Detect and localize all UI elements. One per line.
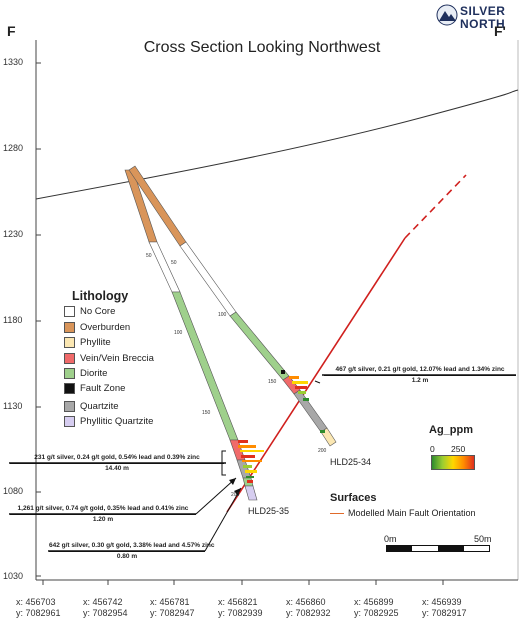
elevation-tick-label: 1330: [3, 57, 24, 67]
depth-label-34-150: 150: [268, 379, 277, 385]
leader-hld34-hook: [314, 380, 321, 384]
surfaces-legend-title: Surfaces: [330, 492, 377, 504]
elevation-tick-label: 1030: [3, 571, 24, 581]
assay-annotation-hld34: 467 g/t silver, 0.21 g/t gold, 12.07% le…: [324, 366, 516, 385]
elevation-tick-label: 1080: [3, 486, 24, 496]
scale-label-zero: 0m: [384, 534, 397, 544]
depth-label-34-100: 100: [218, 312, 227, 318]
ag-ppm-legend-min: 0: [430, 444, 435, 454]
topography-surface-line: [35, 89, 519, 200]
depth-label-35-100: 100: [174, 330, 183, 336]
leader-1261-arrow: [195, 477, 237, 515]
coord-label: x: 456781 y: 7082947: [150, 597, 195, 618]
elevation-tick-label: 1130: [3, 401, 23, 411]
ag-ppm-color-ramp: [431, 455, 475, 470]
elevation-tick-label: 1180: [3, 315, 23, 325]
elevation-tick-label: 1230: [3, 229, 24, 239]
coord-label: x: 456899 y: 7082925: [354, 597, 399, 618]
coord-tick-marks: [42, 580, 444, 585]
ag-ppm-legend-title: Ag_ppm: [429, 424, 473, 436]
ag-ppm-legend-max: 250: [451, 444, 466, 454]
drillhole-label-hld25-35: HLD25-35: [248, 506, 290, 516]
lithology-legend-title: Lithology: [72, 289, 129, 303]
section-label-right: F': [494, 23, 506, 39]
depth-label-34-200: 200: [318, 448, 327, 454]
fault-line-dashed: [404, 174, 467, 239]
section-label-left: F: [7, 23, 16, 39]
surfaces-legend-item: Modelled Main Fault Orientation: [330, 508, 476, 518]
silver-north-logo: SILVER NORTH: [436, 2, 522, 38]
drillhole-hld25-35: [124, 169, 264, 501]
drillhole-label-hld25-34: HLD25-34: [330, 457, 372, 467]
coord-label: x: 456742 y: 7082954: [83, 597, 128, 618]
coord-label: x: 456860 y: 7082932: [286, 597, 331, 618]
logo-word-silver: SILVER: [460, 4, 506, 18]
scale-bar: [386, 545, 490, 552]
elevation-tick-marks: [36, 62, 41, 577]
assay-annotation-231: 231 g/t silver, 0.24 g/t gold, 0.54% lea…: [10, 454, 224, 473]
leader-642-arrow: [204, 487, 242, 552]
fault-line-solid: [226, 237, 406, 513]
logo-word-north: NORTH: [460, 17, 506, 31]
depth-label-35-50: 50: [146, 253, 152, 259]
logo-mountain-icon: [436, 4, 458, 26]
drillhole-hld25-34: [128, 165, 337, 447]
coord-label: x: 456821 y: 7082939: [218, 597, 263, 618]
figure-title: Cross Section Looking Northwest: [143, 39, 381, 56]
assay-annotation-1261: 1,261 g/t silver, 0.74 g/t gold, 0.35% l…: [10, 505, 196, 524]
coord-label: x: 456939 y: 7082917: [422, 597, 467, 618]
depth-label-35-150: 150: [202, 410, 211, 416]
leader-1261-arrowhead: [229, 478, 236, 485]
depth-label-34-50: 50: [171, 260, 177, 266]
leader-642-arrowhead: [234, 488, 241, 496]
scale-bar-blocks: [386, 545, 464, 552]
scale-label-end: 50m: [474, 534, 492, 544]
assay-annotation-642: 642 g/t silver, 0.30 g/t gold, 3.38% lea…: [49, 542, 215, 560]
coord-label: x: 456703 y: 7082961: [16, 597, 61, 618]
depth-label-35-200: 200: [231, 492, 240, 498]
elevation-tick-label: 1280: [3, 143, 24, 153]
